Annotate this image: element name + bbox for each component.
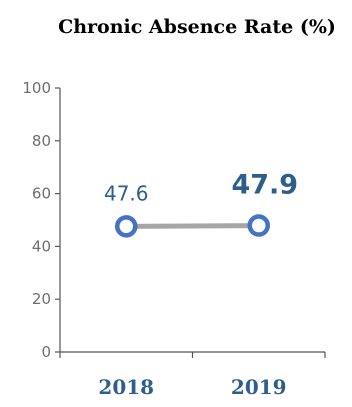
x-axis: 2018 2019 xyxy=(59,351,326,399)
data-labels: 47.6 47.9 xyxy=(104,170,298,206)
y-axis: 0 20 40 60 80 100 xyxy=(22,79,61,361)
data-point-2018 xyxy=(115,215,138,238)
series-line-path xyxy=(126,223,259,229)
x-tick-label: 2019 xyxy=(231,375,287,399)
x-tick-label: 2018 xyxy=(98,375,154,399)
data-label-2019: 47.9 xyxy=(231,170,298,201)
y-tick-label: 20 xyxy=(32,290,51,308)
y-tick-label: 100 xyxy=(22,79,51,97)
y-tick-label: 60 xyxy=(32,185,51,203)
y-tick-label: 0 xyxy=(41,343,51,361)
chart-title: Chronic Absence Rate (%) xyxy=(58,16,336,38)
y-ticks: 0 20 40 60 80 100 xyxy=(22,79,60,361)
data-label-2018: 47.6 xyxy=(104,181,149,205)
series-line xyxy=(115,214,270,238)
data-point-2019 xyxy=(247,214,270,237)
x-ticks: 2018 2019 xyxy=(59,352,326,399)
y-tick-label: 40 xyxy=(32,237,51,255)
y-tick-label: 80 xyxy=(32,132,51,150)
